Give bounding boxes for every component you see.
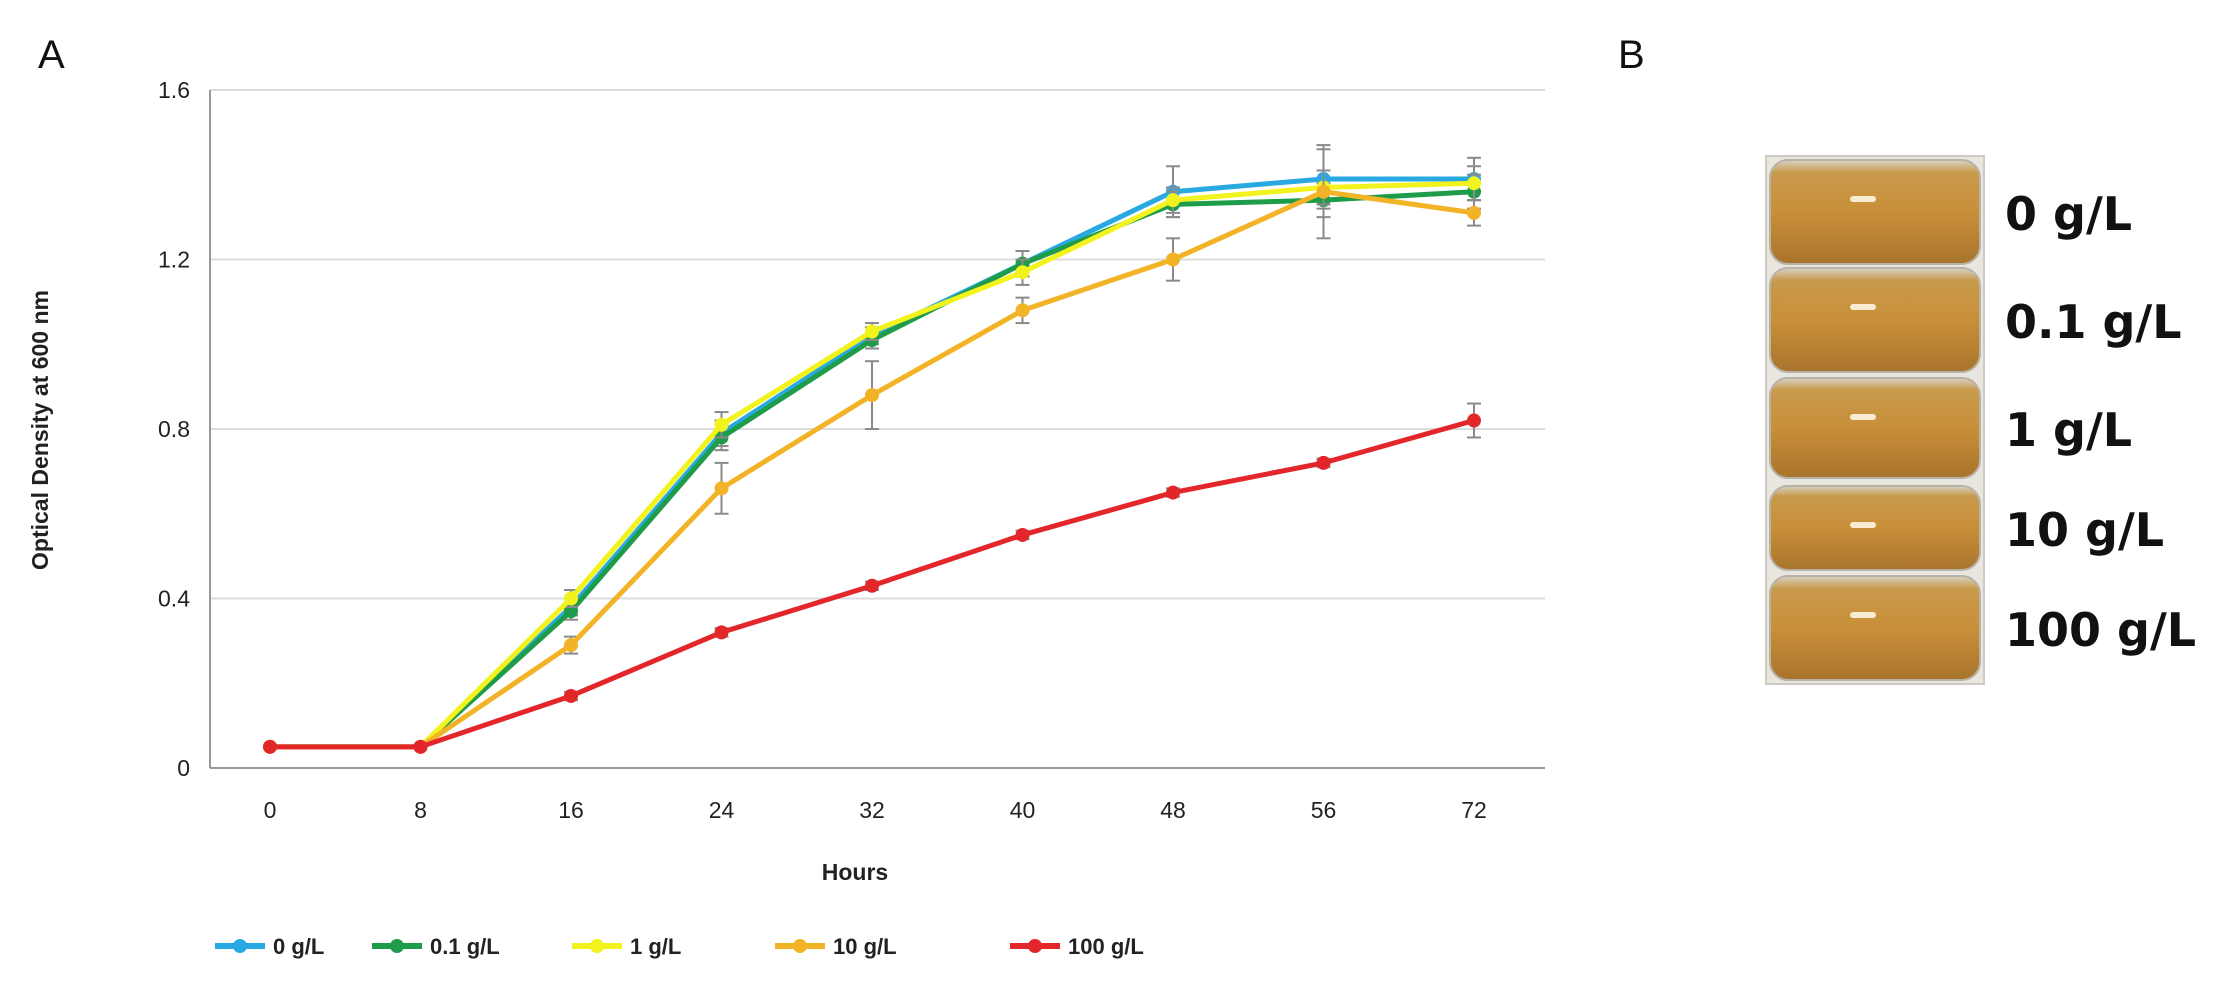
series-0-1-g-l (263, 173, 1481, 754)
x-tick-label: 48 (1160, 797, 1186, 823)
series-layer (263, 144, 1481, 754)
legend-label: 10 g/L (833, 934, 897, 959)
x-tick-label: 24 (709, 797, 735, 823)
tube-label: 0 g/L (2005, 187, 2132, 241)
data-point (1467, 176, 1481, 191)
tube-photo-panel: 0 g/L 0.1 g/L 1 g/L 10 g/L 100 g/L (1765, 155, 2196, 685)
sample-tube (1769, 159, 1981, 265)
legend-label: 1 g/L (630, 934, 681, 959)
data-point (1316, 184, 1331, 199)
data-point (1015, 303, 1030, 318)
data-point (1015, 265, 1030, 280)
legend-marker (1028, 939, 1042, 953)
y-tick-labels: 0 0.4 0.8 1.2 1.6 (158, 77, 190, 781)
x-tick-label: 16 (558, 797, 584, 823)
data-point (564, 688, 578, 703)
x-tick-label: 0 (264, 797, 277, 823)
data-point (1166, 193, 1180, 208)
data-point (263, 739, 277, 754)
panel-a-label: A (38, 33, 65, 77)
sample-tube (1769, 485, 1981, 571)
data-point (865, 324, 879, 339)
legend-label: 100 g/L (1068, 934, 1144, 959)
tube-label: 0.1 g/L (2005, 295, 2182, 349)
data-point (1015, 527, 1030, 542)
sample-tube (1769, 267, 1981, 373)
tube-highlight (1850, 304, 1876, 310)
x-tick-label: 72 (1461, 797, 1487, 823)
x-tick-label: 40 (1010, 797, 1036, 823)
legend-label: 0 g/L (273, 934, 324, 959)
data-point (714, 417, 729, 432)
series-line (270, 176, 1474, 750)
tube-highlight (1850, 414, 1876, 420)
tube-label: 10 g/L (2005, 503, 2164, 557)
data-point (1166, 252, 1180, 267)
legend-marker (793, 939, 807, 953)
tube-highlight (1850, 196, 1876, 202)
y-tick-label: 0.4 (158, 586, 190, 612)
data-point (865, 578, 879, 593)
tube-highlight (1850, 522, 1876, 528)
y-tick-label: 0.8 (158, 416, 190, 442)
series-10-g-l (263, 144, 1481, 754)
sample-tube (1769, 377, 1981, 479)
x-axis-title: Hours (822, 859, 888, 885)
sample-tube (1769, 575, 1981, 681)
legend: 0 g/L 0.1 g/L 1 g/L 10 g/L 100 g/L (215, 934, 1144, 959)
x-tick-label: 32 (859, 797, 885, 823)
data-point (1467, 205, 1481, 220)
y-axis-title: Optical Density at 600 nm (27, 290, 53, 570)
data-point (1166, 485, 1180, 500)
legend-marker (233, 939, 247, 953)
y-tick-label: 1.2 (158, 247, 190, 273)
series-1-g-l (263, 165, 1481, 754)
data-point (865, 388, 879, 403)
data-point (1316, 455, 1331, 470)
data-point (564, 638, 578, 653)
tube-label: 1 g/L (2005, 403, 2132, 457)
series-0-g-l (263, 148, 1481, 754)
y-tick-label: 0 (177, 755, 190, 781)
x-tick-label: 8 (414, 797, 427, 823)
tube-highlight (1850, 612, 1876, 618)
x-tick-labels: 0 8 16 24 32 40 48 56 72 (264, 797, 1487, 823)
x-tick-label: 56 (1311, 797, 1337, 823)
data-point (714, 481, 729, 496)
data-point (564, 591, 578, 606)
data-point (714, 625, 729, 640)
legend-label: 0.1 g/L (430, 934, 500, 959)
panel-b-label: B (1618, 33, 1645, 77)
series-100-g-l (263, 402, 1481, 754)
legend-marker (390, 939, 404, 953)
legend-marker (590, 939, 604, 953)
series-line (270, 180, 1475, 750)
y-tick-label: 1.6 (158, 77, 190, 103)
data-point (413, 739, 428, 754)
gridlines (210, 89, 1545, 600)
tube-label: 100 g/L (2005, 603, 2196, 657)
data-point (1467, 413, 1481, 428)
